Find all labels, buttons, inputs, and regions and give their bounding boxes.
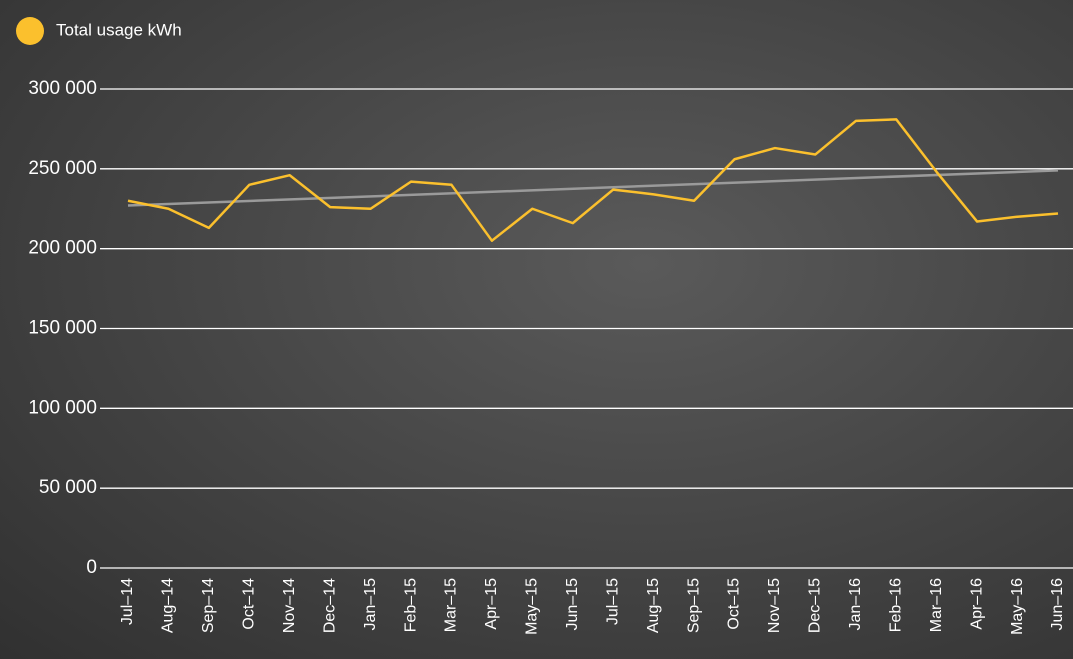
x-tick-label: Oct–14 bbox=[241, 578, 258, 630]
x-tick-label: Jun–16 bbox=[1049, 578, 1066, 631]
x-tick-label: Feb–15 bbox=[402, 578, 419, 632]
x-tick-label: Nov–15 bbox=[766, 578, 783, 633]
x-tick-label: Mar–16 bbox=[928, 578, 945, 632]
x-tick-label: May–16 bbox=[1009, 578, 1026, 635]
x-tick-label: Jan–16 bbox=[847, 578, 864, 631]
y-tick-label: 150 000 bbox=[28, 318, 97, 339]
x-tick-label: Mar–15 bbox=[443, 578, 460, 632]
x-tick-label: Aug–15 bbox=[645, 578, 662, 633]
y-tick-label: 300 000 bbox=[28, 78, 97, 99]
x-tick-label: Dec–15 bbox=[807, 578, 824, 633]
y-tick-label: 250 000 bbox=[28, 158, 97, 179]
x-tick-label: Dec–14 bbox=[321, 578, 338, 633]
x-tick-label: Nov–14 bbox=[281, 578, 298, 633]
x-tick-label: Sep–14 bbox=[200, 578, 217, 633]
y-tick-label: 50 000 bbox=[39, 477, 97, 498]
x-tick-label: Oct–15 bbox=[726, 578, 743, 630]
x-tick-label: Jun–15 bbox=[564, 578, 581, 631]
data-line bbox=[127, 118, 1059, 242]
legend-marker bbox=[16, 17, 44, 45]
y-tick-label: 200 000 bbox=[28, 238, 97, 259]
x-tick-label: Aug–14 bbox=[160, 578, 177, 633]
x-tick-label: Feb–16 bbox=[887, 578, 904, 632]
x-tick-label: Jul–14 bbox=[119, 578, 136, 625]
x-tick-label: Jul–15 bbox=[604, 578, 621, 625]
y-tick-label: 100 000 bbox=[28, 397, 97, 418]
legend-label: Total usage kWh bbox=[56, 20, 182, 39]
trend-line bbox=[127, 169, 1059, 207]
y-tick-label: 0 bbox=[86, 557, 97, 578]
x-tick-label: Jan–15 bbox=[362, 578, 379, 631]
x-tick-label: May–15 bbox=[524, 578, 541, 635]
x-tick-label: Apr–16 bbox=[968, 578, 985, 630]
x-tick-label: Apr–15 bbox=[483, 578, 500, 630]
x-tick-label: Sep–15 bbox=[685, 578, 702, 633]
